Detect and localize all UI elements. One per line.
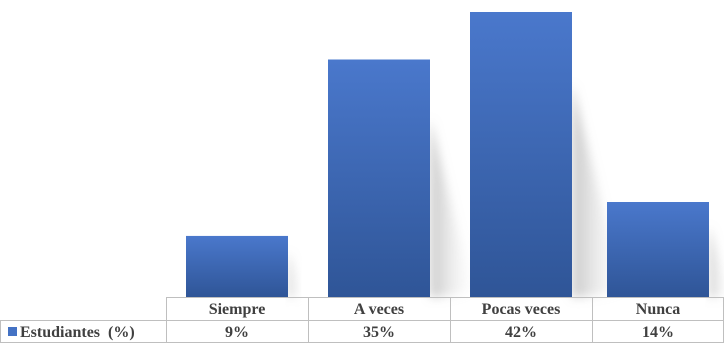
bar-shadow-siempre — [288, 251, 299, 297]
bar-pocas-veces — [470, 12, 572, 297]
category-label: Siempre — [209, 301, 266, 318]
bar-siempre — [186, 235, 288, 297]
data-label: 9% — [225, 324, 249, 341]
bar-a-veces — [328, 59, 430, 297]
bar-nunca — [607, 202, 709, 297]
category-label: Nunca — [636, 301, 680, 318]
bar-shadow-a-veces — [430, 118, 473, 297]
legend-key — [8, 327, 17, 336]
category-label: A veces — [354, 301, 404, 318]
bar-shadow-nunca — [709, 225, 724, 297]
bars — [186, 12, 709, 297]
category-label: Pocas veces — [482, 301, 561, 318]
data-label: 14% — [642, 324, 674, 341]
data-label: 42% — [505, 324, 537, 341]
data-label: 35% — [363, 324, 395, 341]
legend-label: Estudiantes (%) — [20, 324, 135, 341]
data-table: Siempre A veces Pocas veces Nunca Estudiante… — [0, 297, 724, 343]
